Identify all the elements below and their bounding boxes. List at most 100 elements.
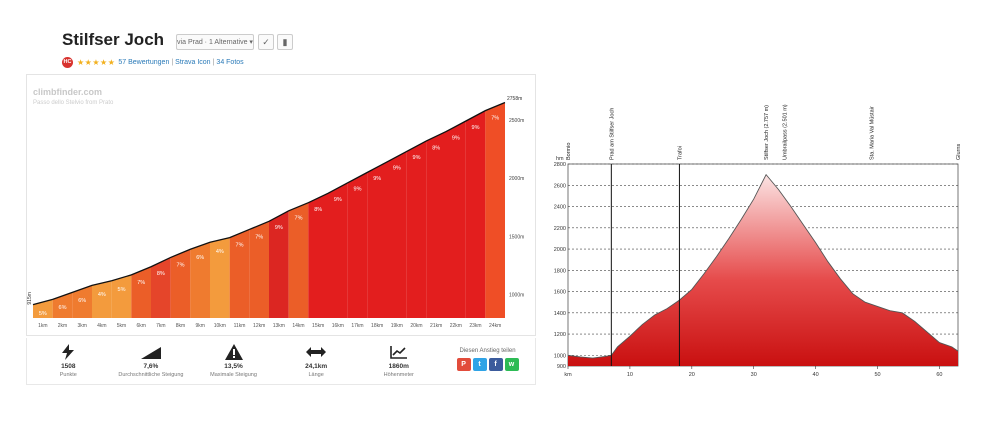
profile-area — [568, 174, 958, 366]
gradient-segment — [387, 151, 407, 318]
km-tick-label: 1km — [38, 323, 47, 329]
segment-percent-label: 9% — [275, 225, 283, 231]
gradient-segment — [288, 202, 309, 318]
stat-value: 13,5% — [224, 363, 243, 370]
segment-percent-label: 7% — [236, 243, 244, 249]
strava-link[interactable]: Strava Icon — [175, 58, 211, 66]
gradient-segment — [328, 182, 348, 318]
y-axis-label: 2500m — [509, 118, 524, 124]
watermark-title: climbfinder.com — [33, 87, 102, 97]
whatsapp-share-button[interactable]: w — [504, 358, 519, 371]
gradient-segment — [406, 140, 427, 318]
segment-percent-label: 8% — [157, 271, 165, 277]
pinterest-share-button[interactable]: P — [456, 358, 471, 371]
facebook-share-button[interactable]: f — [488, 358, 503, 371]
km-tick-label: 13km — [273, 323, 285, 329]
gradient-segment — [347, 172, 368, 318]
y-tick-label: 1000 — [554, 353, 566, 359]
twitter-share-button[interactable]: t — [472, 358, 487, 371]
km-tick-label: 19km — [391, 323, 403, 329]
segment-percent-label: 6% — [59, 305, 67, 311]
place-label: Glurns — [956, 144, 962, 160]
y-tick-label: 1200 — [554, 332, 566, 338]
photos-link[interactable]: 34 Fotos — [216, 58, 244, 66]
gradient-segment — [249, 221, 269, 318]
km-tick-label: 16km — [332, 323, 344, 329]
pass-profile-svg: 900 1000 1200 1400 1600 1800 2000 2200 2400 2600 2… — [554, 104, 962, 378]
gradient-segment — [170, 249, 191, 318]
place-label: Bormio — [566, 143, 572, 160]
km-tick-label: 14km — [292, 323, 304, 329]
climb-meta: HC ★★★★★ 57 Bewertungen | Strava Icon | … — [62, 56, 244, 68]
segment-percent-label: 7% — [295, 216, 303, 222]
km-tick-label: 21km — [430, 323, 442, 329]
y-tick-label: 1400 — [554, 311, 566, 317]
km-tick-label: 9km — [195, 323, 204, 329]
category-badge: HC — [62, 56, 73, 68]
ratings-link[interactable]: 57 Bewertungen — [118, 58, 170, 66]
segment-percent-label: 9% — [472, 125, 480, 131]
warning-icon — [223, 344, 245, 360]
facebook-icon: f — [494, 361, 497, 368]
x-tick-label: 10 — [627, 372, 633, 378]
segment-percent-label: 9% — [393, 166, 401, 172]
place-label: Prad am Stilfser Joch — [609, 108, 615, 160]
gradient-segment — [151, 257, 171, 318]
done-button[interactable]: ✓ — [258, 34, 274, 50]
x-tick-label: 30 — [751, 372, 757, 378]
distance-icon — [305, 344, 327, 360]
whatsapp-icon: w — [508, 361, 515, 368]
segment-percent-label: 9% — [452, 135, 460, 141]
segment-percent-label: 8% — [314, 207, 322, 213]
segment-percent-label: 9% — [373, 176, 381, 182]
y-unit-label: hm — [556, 156, 564, 162]
y-tick-label: 2000 — [554, 247, 566, 253]
gradient-segment — [269, 210, 289, 318]
gradient-segment — [485, 102, 505, 318]
pass-profile-chart: 900 1000 1200 1400 1600 1800 2000 2200 2400 2600 2… — [540, 74, 972, 384]
stat-value: 1860m — [388, 363, 409, 370]
gradient-segment — [229, 229, 250, 318]
gradient-segment — [210, 237, 230, 318]
x-tick-label: km — [564, 372, 572, 378]
y-tick-label: 2600 — [554, 183, 566, 189]
gradient-segment — [367, 161, 387, 318]
segment-percent-label: 9% — [413, 155, 421, 161]
km-tick-label: 4km — [97, 323, 106, 329]
stat-max-gradient: 13,5% Maximale Steigung — [192, 338, 275, 384]
mountain-icon — [140, 344, 162, 360]
y-tick-label: 2800 — [554, 162, 566, 168]
variant-select[interactable]: via Prad · 1 Alternative ▾ — [176, 34, 254, 50]
gradient-segment — [446, 121, 466, 318]
bolt-icon — [57, 344, 79, 360]
y-tick-label: 2200 — [554, 226, 566, 232]
climb-title: Stilfser Joch — [62, 30, 165, 49]
climb-profile-svg: climbfinder.com Passo dello Stelvio from … — [27, 87, 524, 329]
bookmark-icon: ▮ — [282, 36, 288, 47]
stat-avg-gradient: 7,6% Durchschnittliche Steigung — [110, 338, 193, 384]
y-axis-label: 1500m — [509, 234, 524, 240]
profile-line — [567, 173, 959, 359]
gradient-segment — [465, 110, 486, 318]
bookmark-button[interactable]: ▮ — [277, 34, 293, 50]
x-tick-label: 60 — [936, 372, 942, 378]
check-icon: ✓ — [262, 36, 270, 47]
segment-percent-label: 5% — [39, 311, 47, 317]
segment-percent-label: 9% — [354, 187, 362, 193]
segment-percent-label: 7% — [255, 234, 263, 240]
x-tick-label: 40 — [813, 372, 819, 378]
km-tick-label: 12km — [253, 323, 265, 329]
km-tick-label: 23km — [469, 323, 481, 329]
rating-stars: ★★★★★ — [77, 57, 116, 67]
pinterest-icon: P — [461, 361, 466, 368]
gradient-segment — [92, 280, 112, 318]
segment-percent-label: 7% — [137, 280, 145, 286]
share-label: Diesen Anstieg teilen — [459, 348, 516, 354]
stat-points: 1508 Punkte — [27, 338, 110, 384]
km-tick-label: 17km — [351, 323, 363, 329]
end-elevation-label: 2758m — [507, 96, 522, 102]
km-tick-label: 6km — [136, 323, 145, 329]
gradient-segment — [190, 242, 210, 318]
segment-percent-label: 7% — [177, 262, 185, 268]
